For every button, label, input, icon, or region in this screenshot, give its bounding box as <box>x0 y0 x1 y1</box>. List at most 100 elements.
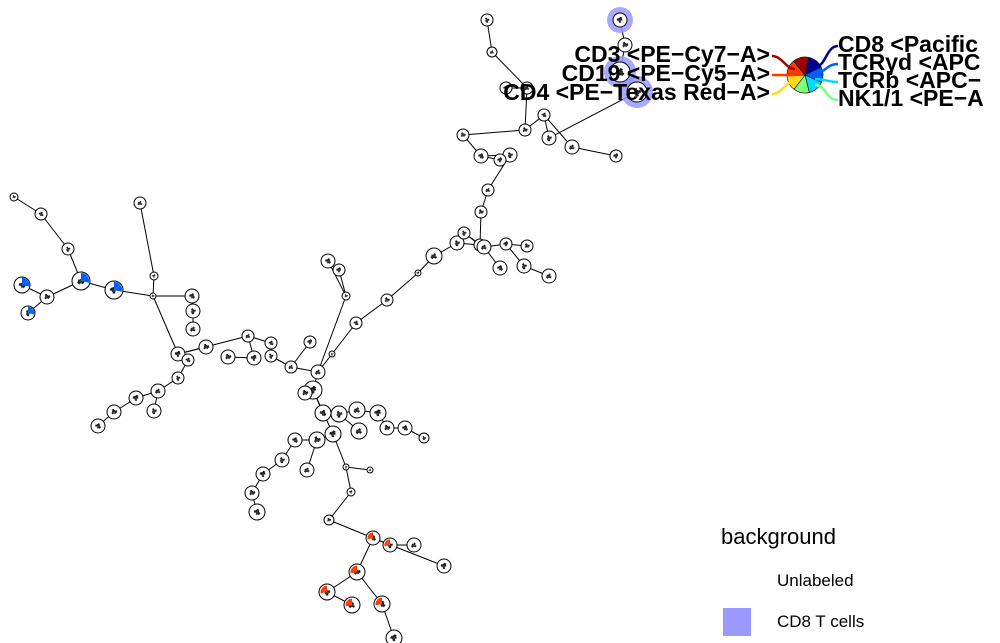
tree-node <box>449 235 465 251</box>
tree-node <box>348 401 366 419</box>
tree-node <box>385 629 403 643</box>
marker-connector <box>814 62 839 75</box>
tree-node <box>128 390 144 406</box>
tree-node <box>241 329 255 343</box>
tree-node <box>480 13 494 27</box>
marker-label-cd4: CD4 <PE−Texas Red−A> <box>503 79 770 105</box>
tree-node <box>418 432 430 444</box>
tree-node <box>297 385 313 401</box>
legend-label-cd8-t-cells: CD8 T cells <box>777 612 864 631</box>
tree-node <box>149 271 159 281</box>
tree-node <box>318 583 336 601</box>
tree-node <box>379 420 395 436</box>
legend-label-unlabeled: Unlabeled <box>777 571 854 590</box>
tree-node <box>365 530 381 546</box>
tree-edge <box>345 466 371 471</box>
tree-node <box>609 149 623 163</box>
tree-node <box>341 291 351 301</box>
tree-edge <box>524 87 528 131</box>
tree-node <box>310 364 326 380</box>
tree-node <box>9 192 19 202</box>
tree-node <box>369 404 387 422</box>
tree-node <box>456 128 470 142</box>
tree-edge <box>317 295 347 373</box>
marker-label-tcrgd: TCRγd <APC <box>838 49 981 75</box>
marker-legend-lines <box>771 44 839 102</box>
tree-node <box>516 258 532 274</box>
tree-node <box>492 260 508 276</box>
tree-nodes <box>9 7 653 643</box>
tree-node <box>314 404 332 422</box>
tree-node <box>502 147 518 163</box>
tree-node <box>476 239 492 255</box>
tree-node <box>474 205 488 219</box>
tree-node <box>181 353 195 367</box>
tree-node <box>541 268 557 284</box>
tree-node <box>308 431 326 449</box>
tree-node <box>342 463 350 471</box>
tree-node <box>607 7 633 33</box>
tree-node <box>486 46 498 58</box>
tree-node <box>373 595 391 613</box>
tree-node <box>481 183 495 197</box>
tree-node <box>184 288 200 304</box>
tree-edge <box>491 51 528 89</box>
tree-node <box>185 303 201 319</box>
tree-node <box>320 253 336 269</box>
marker-legend-pie <box>786 56 824 94</box>
tree-node <box>328 350 336 358</box>
background-legend: background Unlabeled CD8 T cells <box>721 524 864 636</box>
marker-connector <box>814 83 839 102</box>
tree-node <box>287 432 303 448</box>
tree-node <box>104 280 124 300</box>
tree-node <box>499 237 513 251</box>
tree-node <box>106 404 122 420</box>
tree-node <box>150 383 166 399</box>
legend-swatch-cd8-t-cells <box>723 608 751 636</box>
marker-connector <box>771 54 796 71</box>
tree-node <box>20 305 36 321</box>
tree-edge <box>386 272 419 301</box>
marker-connector <box>814 77 839 84</box>
tree-node <box>499 81 513 95</box>
tree-edge <box>548 91 638 139</box>
tree-node <box>244 485 260 501</box>
tree-edge <box>328 491 352 521</box>
tree-node <box>330 405 348 423</box>
tree-node <box>264 336 278 350</box>
tree-node <box>248 503 266 521</box>
tree-node <box>348 563 366 581</box>
tree-node <box>436 558 452 574</box>
tree-node <box>13 276 31 294</box>
tree-node <box>71 271 91 291</box>
tree-node <box>518 123 532 137</box>
tree-node <box>299 462 315 478</box>
tree-node <box>146 403 162 419</box>
tree-node <box>541 130 557 146</box>
marker-label-cd8: CD8 <Pacific <box>838 31 978 57</box>
tree-node <box>493 153 507 167</box>
legend-swatch-unlabeled <box>723 566 751 594</box>
tree-node <box>473 148 489 164</box>
tree-node <box>274 452 290 468</box>
tree-node <box>617 37 633 53</box>
tree-node <box>34 207 48 221</box>
tree-node <box>170 346 186 362</box>
tree-node <box>343 596 361 614</box>
tree-node <box>332 263 346 277</box>
tree-node <box>457 226 471 240</box>
tree-node <box>425 247 443 265</box>
tree-node <box>90 418 106 434</box>
tree-edge <box>331 322 357 355</box>
tree-node <box>324 425 342 443</box>
tree-node <box>346 487 356 497</box>
tree-node <box>323 514 335 526</box>
tree-edge <box>328 519 374 539</box>
tree-node <box>284 360 298 374</box>
tree-node <box>537 108 551 122</box>
tree-node <box>149 292 157 300</box>
tree-node <box>246 350 262 366</box>
tree-node <box>380 293 394 307</box>
tree-node <box>382 537 398 553</box>
marker-label-nk11: NK1/1 <PE−A <box>838 85 984 111</box>
